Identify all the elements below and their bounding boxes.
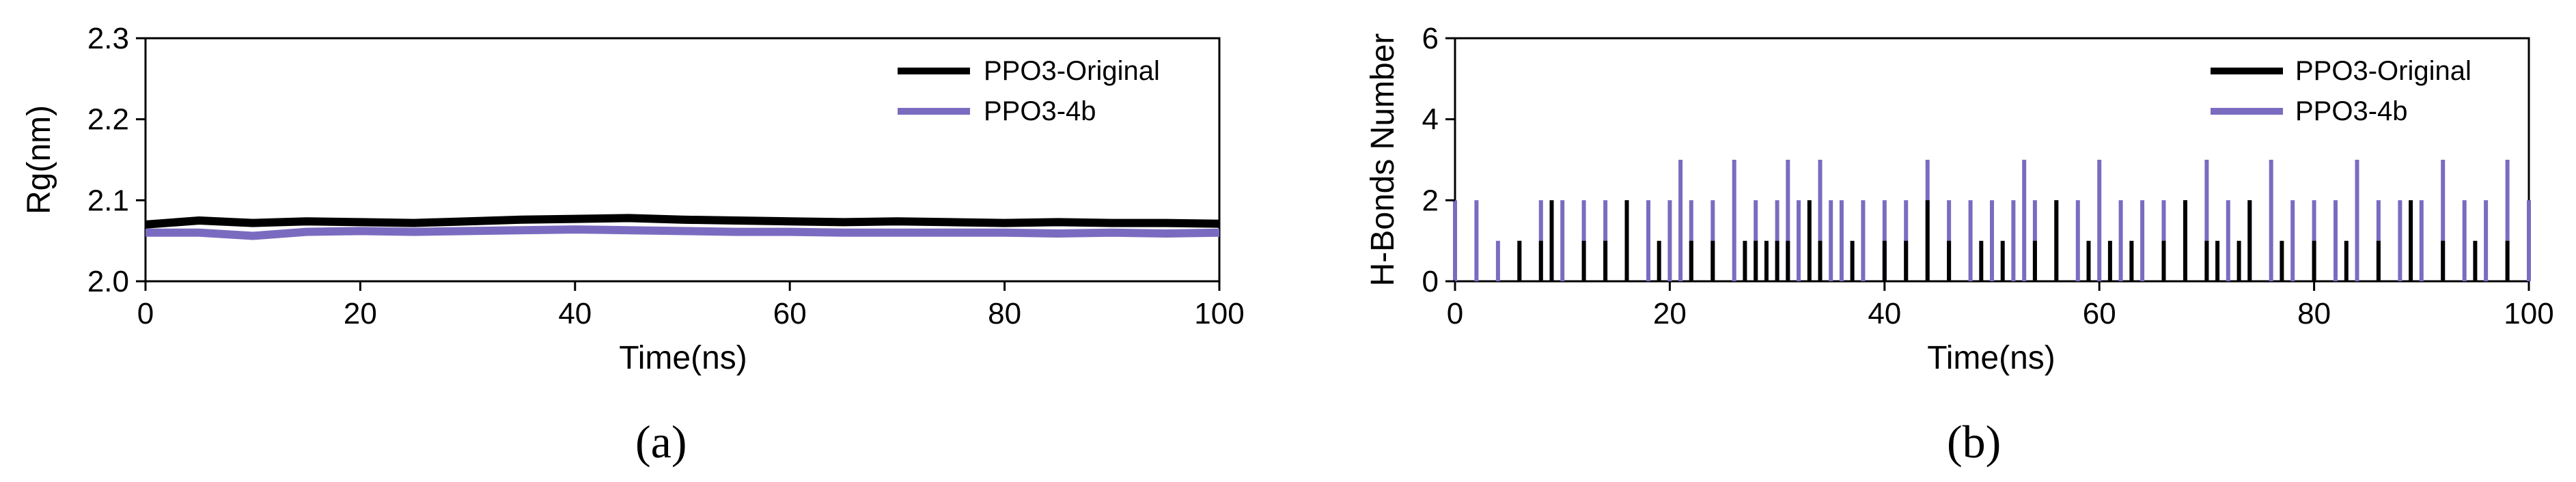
rg-y-tick-label: 2.0 [87, 265, 129, 298]
hbond-y-ticks: 0 2 4 6 [1422, 22, 1455, 298]
panel-label-a: (a) [635, 416, 687, 468]
rg-series-line-4b [146, 225, 1220, 240]
hbond-x-ticks: 0 20 40 60 80 100 [1447, 281, 2554, 330]
rg-y-tick-label: 2.3 [87, 22, 129, 55]
hbond-y-tick-label: 2 [1422, 184, 1439, 217]
rg-legend-label-4b: PPO3-4b [984, 96, 1096, 126]
hbond-y-tick-label: 4 [1422, 103, 1439, 137]
hbond-x-tick-label: 0 [1447, 297, 1463, 330]
panel-label-b: (b) [1947, 416, 2001, 468]
hbond-x-tick-label: 40 [1868, 297, 1901, 330]
hbond-x-tick-label: 100 [2504, 297, 2553, 330]
rg-legend-label-original: PPO3-Original [984, 56, 1160, 86]
rg-x-tick-label: 0 [137, 297, 154, 330]
rg-x-axis-label: Time(ns) [619, 340, 747, 376]
hbond-legend-label-original: PPO3-Original [2295, 56, 2471, 86]
hbond-x-axis-label: Time(ns) [1927, 340, 2055, 376]
hbond-legend-label-4b: PPO3-4b [2295, 96, 2408, 126]
rg-x-tick-label: 100 [1194, 297, 1244, 330]
rg-x-tick-label: 20 [344, 297, 377, 330]
rg-series-group [145, 214, 1220, 240]
rg-plot-area: 0 20 40 60 80 100 2.0 2.1 2.2 2.3 PPO3-Original … [87, 22, 1245, 330]
hbond-plot-area: 0 20 40 60 80 100 0 2 4 6 PPO3-Original PPO3-4b [1422, 22, 2554, 330]
rg-y-ticks: 2.0 2.1 2.2 2.3 [87, 22, 146, 298]
rg-x-tick-label: 60 [773, 297, 807, 330]
hbond-series-line-4b [1453, 160, 2531, 281]
rg-y-axis-label: Rg(nm) [21, 105, 57, 214]
hbond-x-tick-label: 60 [2083, 297, 2116, 330]
hbond-y-tick-label: 6 [1422, 22, 1439, 55]
rg-x-ticks: 0 20 40 60 80 100 [137, 281, 1245, 330]
hbond-y-tick-label: 0 [1422, 265, 1439, 298]
rg-axes-frame [144, 37, 1221, 283]
hbond-series-line-original [1517, 200, 2510, 281]
rg-legend: PPO3-Original PPO3-4b [898, 56, 1160, 126]
rg-x-tick-label: 40 [558, 297, 592, 330]
rg-y-tick-label: 2.1 [87, 184, 129, 217]
hbond-y-axis-label: H-Bonds Number [1365, 33, 1401, 287]
rg-x-tick-label: 80 [988, 297, 1021, 330]
hbond-legend: PPO3-Original PPO3-4b [2211, 56, 2471, 126]
rg-y-tick-label: 2.2 [87, 103, 129, 137]
hbond-series-group [1453, 160, 2531, 281]
hbond-x-tick-label: 20 [1653, 297, 1687, 330]
hbond-x-tick-label: 80 [2297, 297, 2331, 330]
rg-series-line-original [145, 214, 1220, 229]
panel-a: 0 20 40 60 80 100 2.0 2.1 2.2 2.3 PPO3-Original … [21, 22, 1245, 468]
